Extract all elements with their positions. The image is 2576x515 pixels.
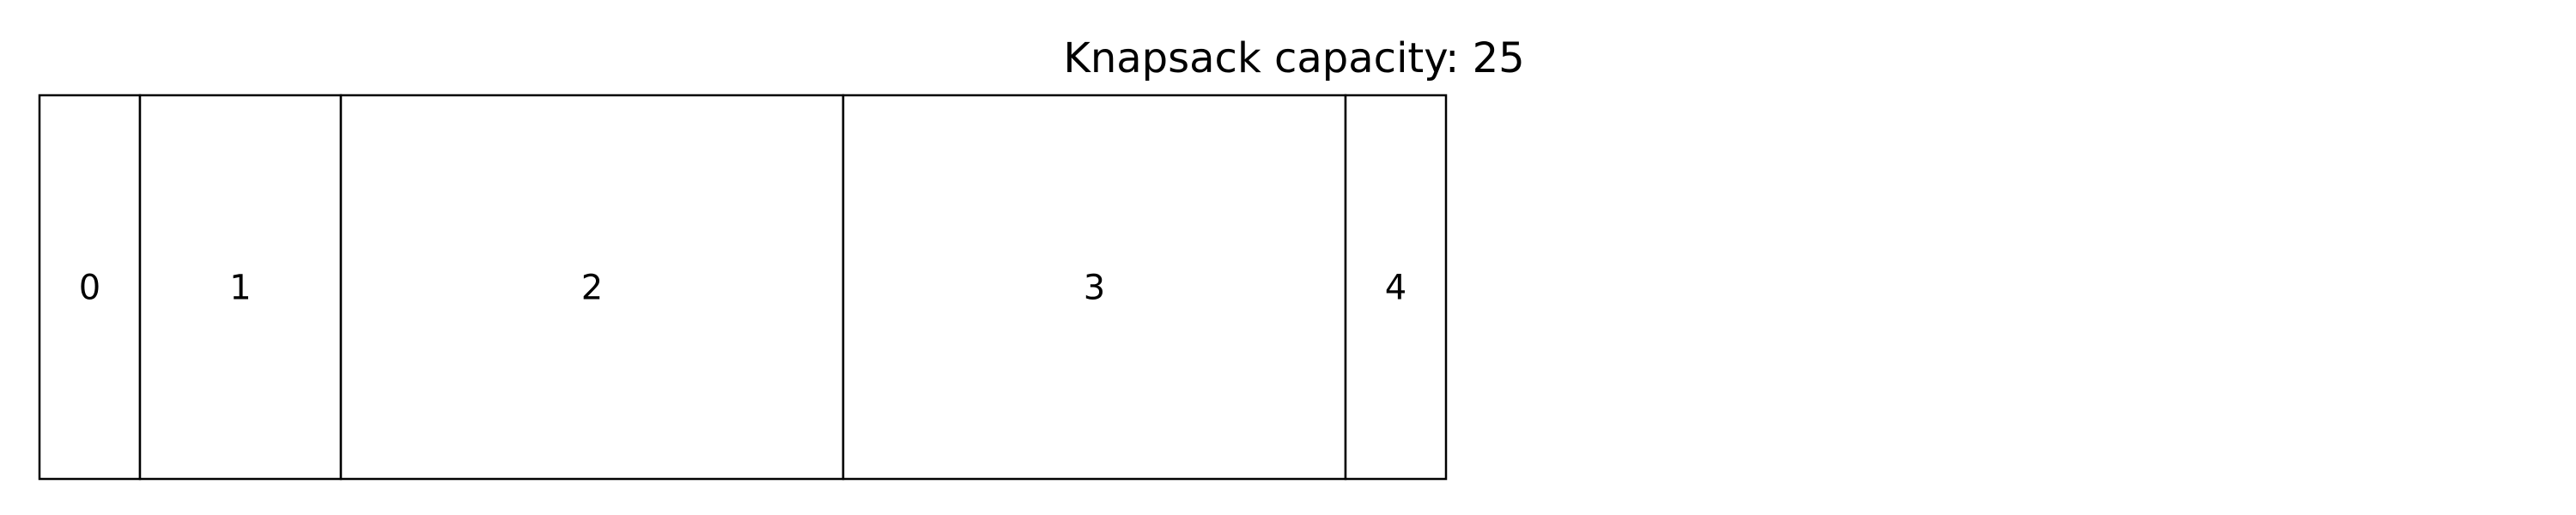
item-box-1	[138, 94, 343, 481]
diagram-title: Knapsack capacity: 25	[1063, 34, 1524, 82]
item-box-4	[1344, 94, 1448, 481]
item-label-3: 3	[1084, 269, 1105, 308]
item-label-0: 0	[79, 269, 100, 308]
item-box-2	[339, 94, 845, 481]
item-label-1: 1	[229, 269, 251, 308]
knapsack-items: 0 1 2 3 4	[38, 94, 1448, 481]
item-box-0	[38, 94, 142, 481]
item-label-2: 2	[581, 269, 603, 308]
item-label-4: 4	[1385, 269, 1406, 308]
item-box-3	[841, 94, 1347, 481]
